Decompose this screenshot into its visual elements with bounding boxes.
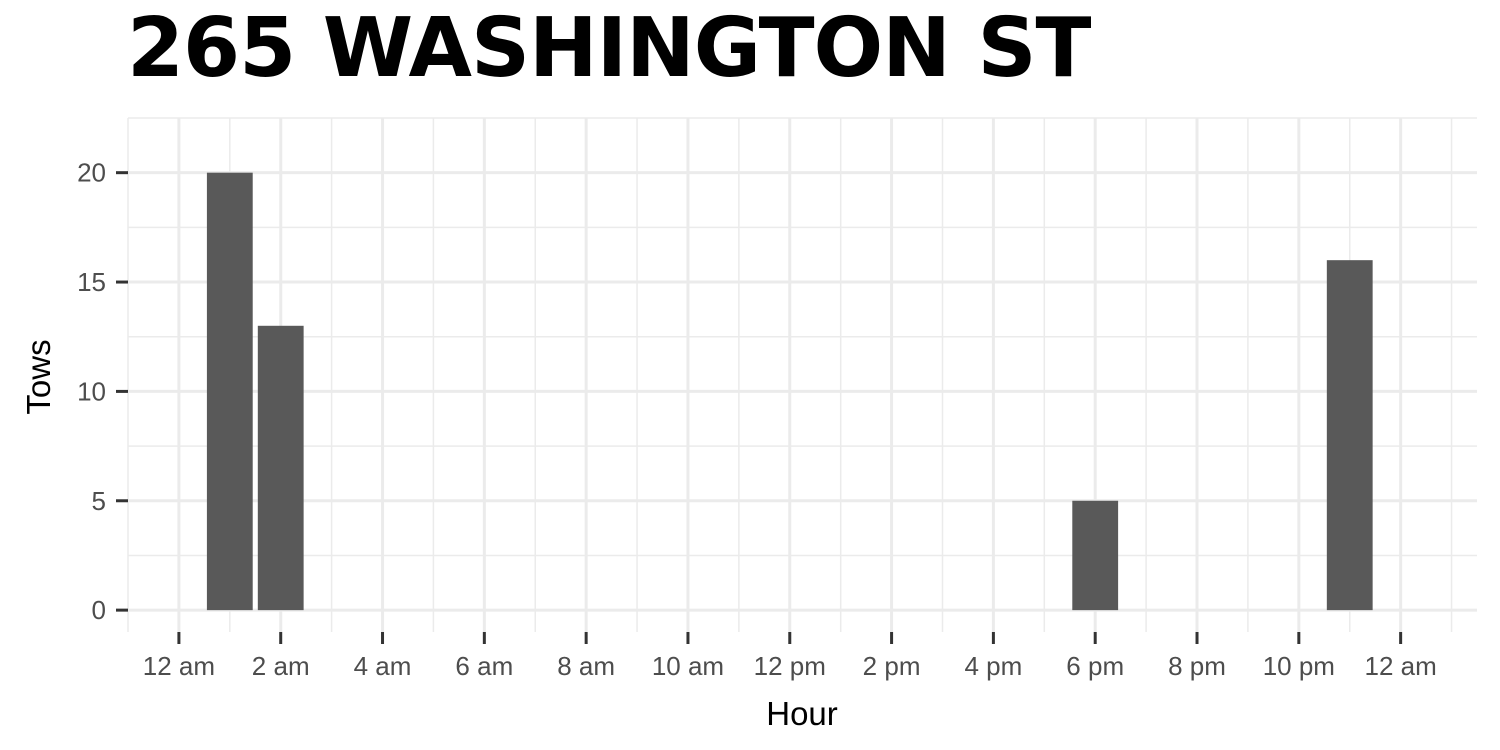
y-tick-label: 0 <box>92 595 106 625</box>
x-tick-label: 2 am <box>252 651 310 681</box>
x-tick-label: 12 am <box>143 651 215 681</box>
x-axis: 12 am 2 am 4 am 6 am 8 am 10 am 12 pm 2 pm 4 pm 6… <box>143 632 1437 681</box>
grid-lines <box>127 117 1477 632</box>
chart-title: 265 WASHINGTON ST <box>127 1 1091 96</box>
x-tick-label: 12 am <box>1365 651 1437 681</box>
x-tick-label: 4 am <box>354 651 412 681</box>
bar <box>206 172 253 611</box>
x-tick-label: 2 pm <box>863 651 921 681</box>
x-tick-label: 6 am <box>455 651 513 681</box>
y-tick-label: 15 <box>77 267 106 297</box>
x-tick-label: 10 am <box>652 651 724 681</box>
x-axis-title: Hour <box>766 695 838 732</box>
bar <box>1072 500 1119 611</box>
x-tick-label: 10 pm <box>1263 651 1335 681</box>
y-tick-label: 10 <box>77 376 106 406</box>
x-tick-label: 8 pm <box>1168 651 1226 681</box>
x-tick-label: 8 am <box>557 651 615 681</box>
x-tick-label: 4 pm <box>964 651 1022 681</box>
x-tick-label: 12 pm <box>754 651 826 681</box>
bar <box>257 325 304 611</box>
y-tick-label: 20 <box>77 158 106 188</box>
x-tick-label: 6 pm <box>1066 651 1124 681</box>
y-tick-label: 5 <box>92 486 106 516</box>
y-axis: 0 5 10 15 20 <box>77 158 128 625</box>
y-axis-title: Tows <box>20 339 57 414</box>
bars <box>206 172 1373 611</box>
bar <box>1326 260 1373 611</box>
